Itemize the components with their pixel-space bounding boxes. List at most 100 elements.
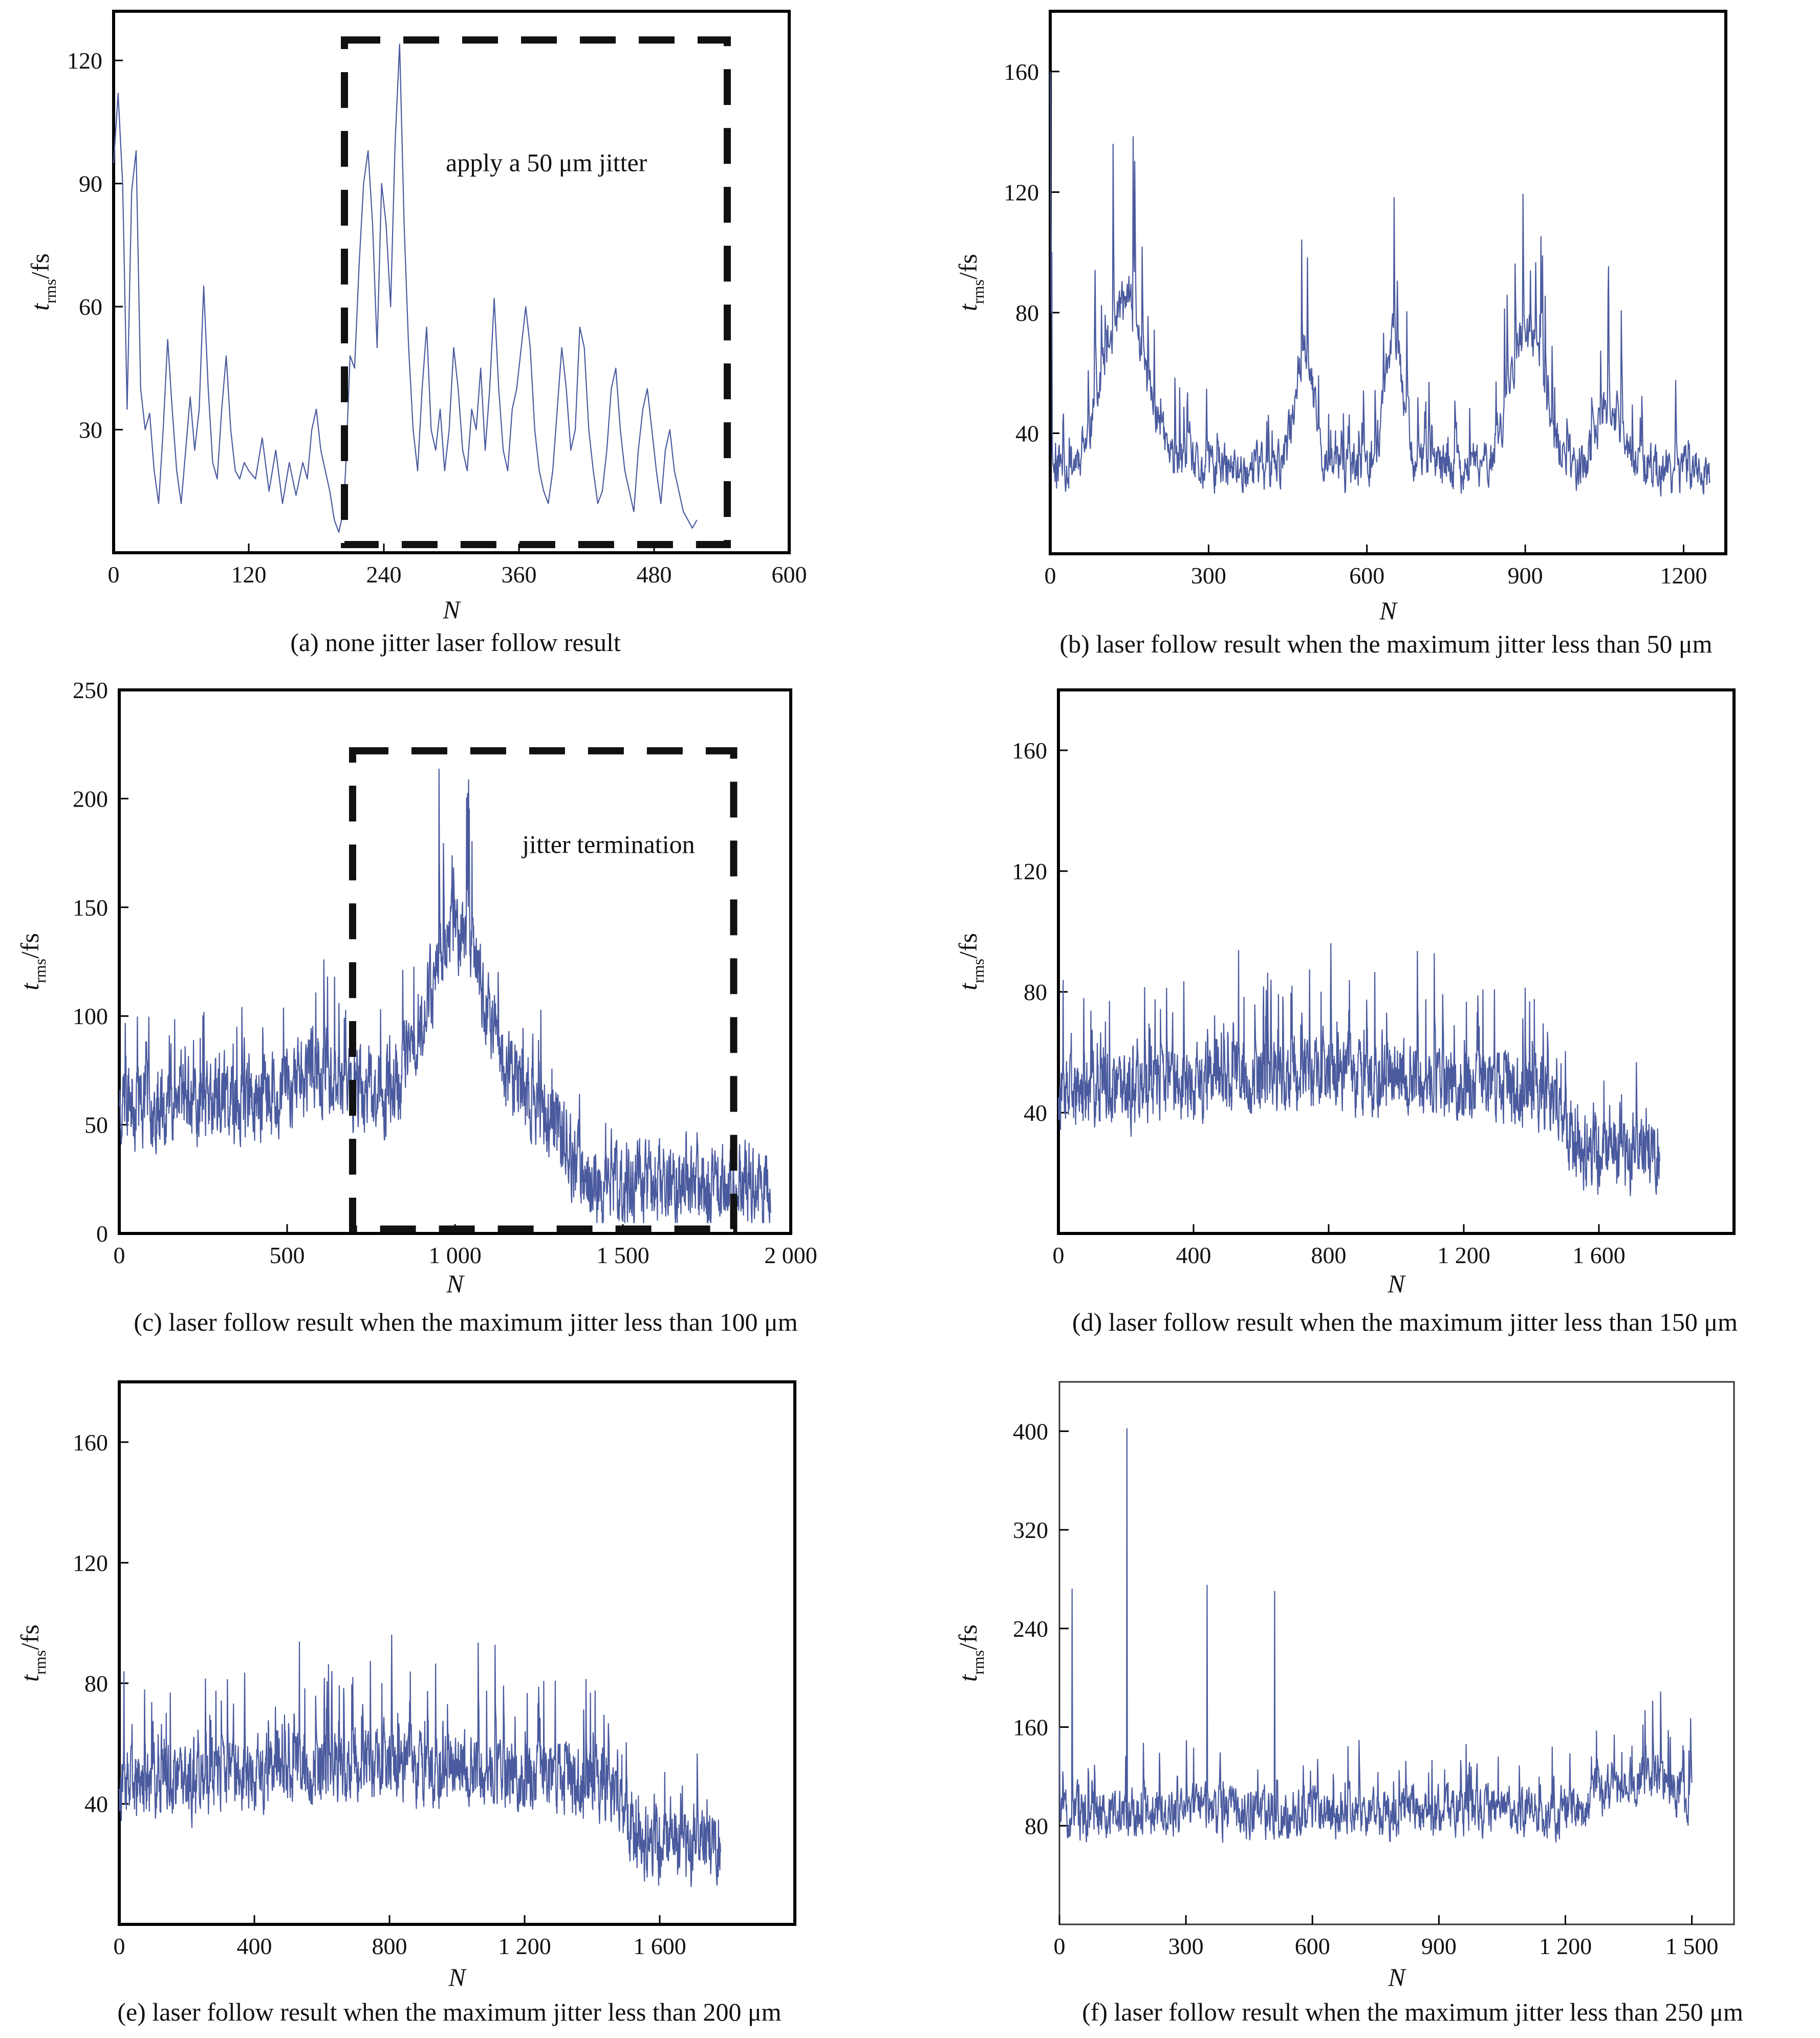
- y-tick-label: 120: [67, 48, 102, 74]
- x-tick-label: 600: [1295, 1933, 1330, 1959]
- panel-caption: (e) laser follow result when the maximum…: [117, 1998, 781, 2026]
- y-axis-symbol: t: [15, 983, 44, 990]
- x-tick-label: 480: [637, 561, 672, 588]
- y-tick-label: 200: [73, 786, 108, 812]
- panel-caption: (d) laser follow result when the maximum…: [1072, 1308, 1738, 1336]
- y-tick-label: 160: [73, 1429, 108, 1456]
- x-tick-label: 120: [231, 561, 267, 588]
- y-tick-label: 250: [73, 677, 108, 703]
- x-tick-label: 2 000: [764, 1242, 817, 1268]
- y-tick-label: 160: [1012, 738, 1047, 764]
- chart-panel-a: 0 120 240 360 480 600 30 60 90 120 apply a 50 μm j…: [26, 10, 807, 657]
- y-tick-label: 80: [1015, 300, 1039, 326]
- y-axis-symbol: t: [15, 1674, 44, 1682]
- x-tick-label: 800: [372, 1933, 407, 1959]
- plot-frame: [118, 688, 792, 1235]
- y-tick-label: 320: [1013, 1517, 1048, 1543]
- y-axis-symbol: t: [954, 1674, 982, 1682]
- y-axis-subscript: rms: [969, 959, 987, 983]
- y-tick-label: 150: [73, 895, 108, 921]
- y-tick-label: 240: [1013, 1616, 1048, 1642]
- y-tick-label: 160: [1013, 1715, 1048, 1741]
- x-tick-label: 0: [1054, 1933, 1066, 1959]
- series-line: [1049, 71, 1711, 497]
- x-tick-label: 0: [108, 561, 120, 588]
- x-tick-label: 1 600: [1572, 1242, 1626, 1268]
- x-tick-label: 600: [1349, 562, 1384, 589]
- x-axis-title: N: [446, 1269, 465, 1298]
- y-tick-label: 0: [96, 1221, 108, 1247]
- x-tick-label: 300: [1168, 1933, 1204, 1959]
- y-axis-title: trms/fs: [954, 933, 987, 990]
- x-tick-label: 1 500: [596, 1242, 649, 1268]
- y-axis-title: trms/fs: [15, 1624, 49, 1682]
- x-tick-label: 900: [1508, 562, 1543, 589]
- y-tick-label: 100: [73, 1003, 108, 1029]
- series-line: [113, 44, 698, 533]
- x-tick-label: 300: [1191, 562, 1226, 589]
- x-tick-label: 800: [1311, 1242, 1347, 1268]
- x-tick-label: 1 200: [498, 1933, 551, 1959]
- y-axis-unit: /fs: [954, 933, 982, 959]
- y-axis-subscript: rms: [969, 1650, 987, 1675]
- x-tick-label: 1 500: [1665, 1933, 1719, 1959]
- y-axis-unit: /fs: [954, 254, 982, 279]
- series-line: [1058, 1428, 1693, 1843]
- y-axis-title: trms/fs: [954, 1624, 987, 1682]
- series-line: [118, 1634, 721, 1888]
- plot-frame: [118, 1380, 796, 1926]
- x-axis-title: N: [1379, 596, 1398, 625]
- y-tick-label: 30: [79, 417, 102, 443]
- y-axis-title: trms/fs: [954, 254, 987, 311]
- x-axis-title: N: [1388, 1963, 1406, 1991]
- y-tick-label: 120: [1012, 858, 1047, 884]
- y-tick-label: 80: [84, 1671, 108, 1697]
- series-line: [118, 768, 771, 1223]
- highlight-box: [349, 747, 738, 1233]
- chart-panel-c: 0 500 1 000 1 500 2 000 0 50 100 150 200 250 jitter…: [15, 677, 817, 1336]
- y-axis-unit: /fs: [954, 1624, 982, 1650]
- x-tick-label: 240: [366, 561, 402, 588]
- y-axis-subscript: rms: [31, 959, 49, 983]
- panel-caption: (c) laser follow result when the maximum…: [134, 1308, 797, 1336]
- y-tick-label: 60: [79, 294, 102, 320]
- y-axis-symbol: t: [26, 303, 54, 311]
- y-axis-unit: /fs: [15, 1624, 44, 1650]
- x-tick-label: 900: [1421, 1933, 1457, 1959]
- y-tick-label: 120: [1004, 179, 1039, 205]
- x-tick-label: 0: [114, 1933, 125, 1959]
- y-tick-label: 160: [1004, 59, 1039, 85]
- panel-caption: (b) laser follow result when the maximum…: [1059, 630, 1712, 658]
- plot-frame: [1057, 688, 1736, 1235]
- x-axis-title: N: [1387, 1269, 1406, 1298]
- x-tick-label: 1 200: [1539, 1933, 1592, 1959]
- annotation: apply a 50 μm jitter: [446, 148, 647, 177]
- x-tick-label: 0: [1053, 1242, 1065, 1268]
- x-tick-label: 1 600: [633, 1933, 686, 1959]
- y-tick-label: 120: [73, 1550, 108, 1576]
- x-tick-label: 400: [1176, 1242, 1211, 1268]
- highlight-box: [341, 36, 731, 548]
- y-tick-label: 80: [1025, 1813, 1048, 1839]
- plot-frame: [1049, 10, 1727, 555]
- y-axis-title: trms/fs: [26, 253, 59, 311]
- x-tick-label: 1200: [1660, 562, 1707, 589]
- y-axis-unit: /fs: [15, 933, 44, 959]
- y-tick-label: 40: [84, 1791, 108, 1817]
- chart-panel-f: 0 300 600 900 1 200 1 500 80 160 240 320 400 Ntrms/…: [954, 1381, 1743, 2026]
- x-tick-label: 360: [502, 561, 537, 588]
- x-tick-label: 0: [114, 1242, 125, 1268]
- y-tick-label: 400: [1013, 1418, 1048, 1444]
- x-tick-label: 600: [772, 561, 807, 588]
- x-axis-title: N: [442, 595, 461, 624]
- y-axis-title: trms/fs: [15, 933, 49, 990]
- x-tick-label: 1 000: [428, 1242, 482, 1268]
- x-tick-label: 0: [1045, 562, 1056, 589]
- y-tick-label: 40: [1015, 420, 1039, 446]
- y-axis-subscript: rms: [969, 279, 987, 304]
- series-line: [1057, 943, 1660, 1197]
